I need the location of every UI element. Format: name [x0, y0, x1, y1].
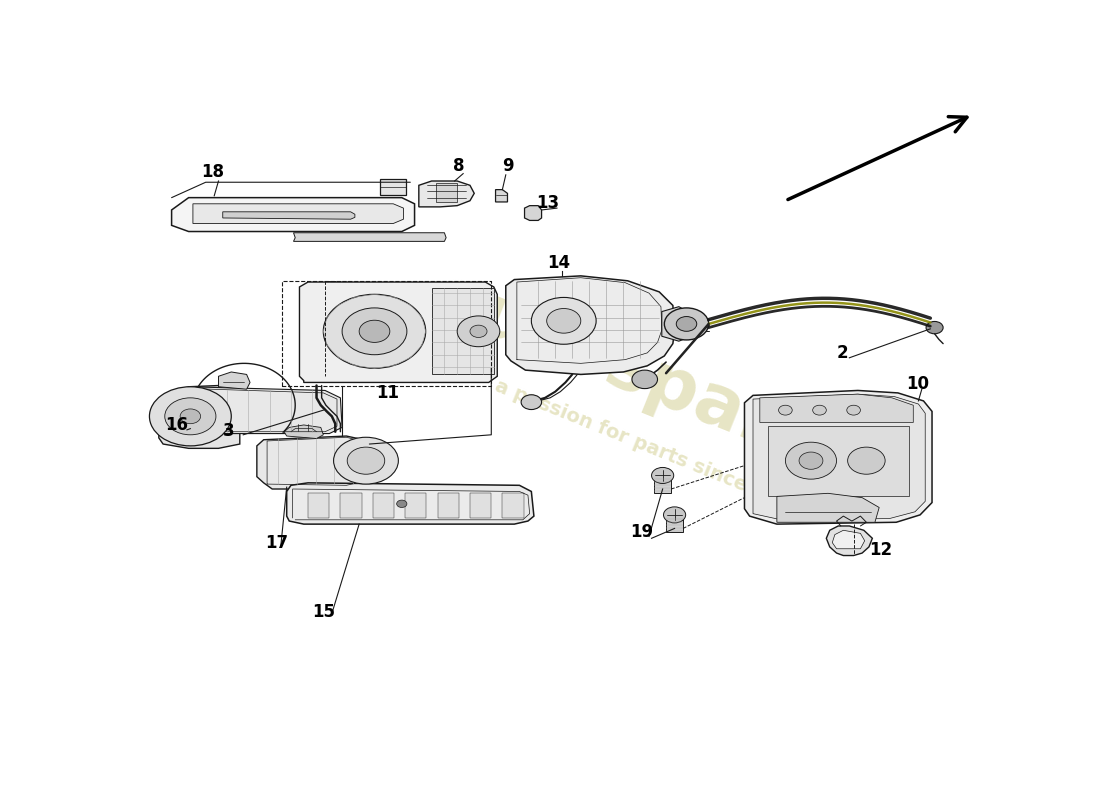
Polygon shape	[506, 276, 674, 374]
Polygon shape	[833, 530, 865, 549]
Circle shape	[547, 309, 581, 333]
Polygon shape	[431, 288, 494, 374]
Circle shape	[397, 500, 407, 507]
Circle shape	[323, 294, 426, 368]
Polygon shape	[436, 183, 458, 202]
Polygon shape	[299, 282, 497, 382]
Text: 13: 13	[537, 194, 560, 212]
Circle shape	[165, 398, 216, 435]
Circle shape	[663, 507, 685, 523]
Circle shape	[342, 308, 407, 354]
Polygon shape	[222, 212, 355, 219]
Polygon shape	[192, 204, 404, 223]
Polygon shape	[373, 494, 394, 518]
Polygon shape	[419, 181, 474, 207]
Text: 15: 15	[312, 603, 336, 621]
Polygon shape	[308, 494, 329, 518]
Text: 11: 11	[376, 384, 399, 402]
Text: 17: 17	[265, 534, 288, 552]
Text: 2: 2	[836, 344, 848, 362]
Text: 3: 3	[222, 422, 234, 440]
Polygon shape	[768, 426, 909, 496]
Circle shape	[664, 308, 708, 340]
Text: 14: 14	[547, 254, 570, 272]
Polygon shape	[438, 494, 459, 518]
Circle shape	[847, 406, 860, 415]
Polygon shape	[745, 390, 932, 524]
Polygon shape	[470, 494, 492, 518]
Polygon shape	[654, 478, 671, 493]
Circle shape	[359, 320, 389, 342]
Circle shape	[180, 409, 200, 424]
Polygon shape	[405, 494, 427, 518]
Polygon shape	[525, 206, 541, 221]
Text: a passion for parts since 1965: a passion for parts since 1965	[492, 376, 806, 518]
Text: 18: 18	[201, 163, 224, 181]
Polygon shape	[754, 394, 925, 520]
Circle shape	[813, 406, 826, 415]
Polygon shape	[760, 394, 913, 422]
Polygon shape	[777, 494, 879, 522]
Polygon shape	[662, 306, 696, 341]
Circle shape	[779, 406, 792, 415]
Polygon shape	[287, 483, 534, 524]
Text: 10: 10	[906, 375, 930, 393]
Polygon shape	[294, 233, 447, 242]
Circle shape	[651, 467, 673, 483]
Polygon shape	[503, 494, 524, 518]
Polygon shape	[284, 425, 323, 438]
Polygon shape	[219, 372, 250, 390]
Circle shape	[470, 325, 487, 338]
Polygon shape	[340, 494, 362, 518]
Circle shape	[333, 438, 398, 484]
Text: eurospares: eurospares	[425, 262, 873, 497]
Polygon shape	[158, 386, 240, 448]
Text: 9: 9	[503, 157, 514, 175]
Circle shape	[348, 447, 385, 474]
Text: 19: 19	[630, 522, 653, 541]
Text: 16: 16	[165, 415, 188, 434]
Circle shape	[785, 442, 837, 479]
Circle shape	[848, 447, 886, 474]
Polygon shape	[257, 436, 370, 489]
Polygon shape	[172, 198, 415, 231]
Circle shape	[531, 298, 596, 344]
Circle shape	[458, 316, 499, 346]
Polygon shape	[666, 518, 683, 532]
Circle shape	[631, 370, 658, 389]
Circle shape	[926, 322, 943, 334]
Polygon shape	[495, 190, 507, 202]
Circle shape	[150, 386, 231, 446]
Text: 8: 8	[453, 157, 464, 175]
Circle shape	[799, 452, 823, 470]
Polygon shape	[826, 526, 872, 555]
Circle shape	[676, 317, 696, 331]
Circle shape	[521, 394, 541, 410]
Polygon shape	[189, 386, 342, 446]
Polygon shape	[381, 179, 406, 194]
Text: 12: 12	[869, 542, 892, 559]
